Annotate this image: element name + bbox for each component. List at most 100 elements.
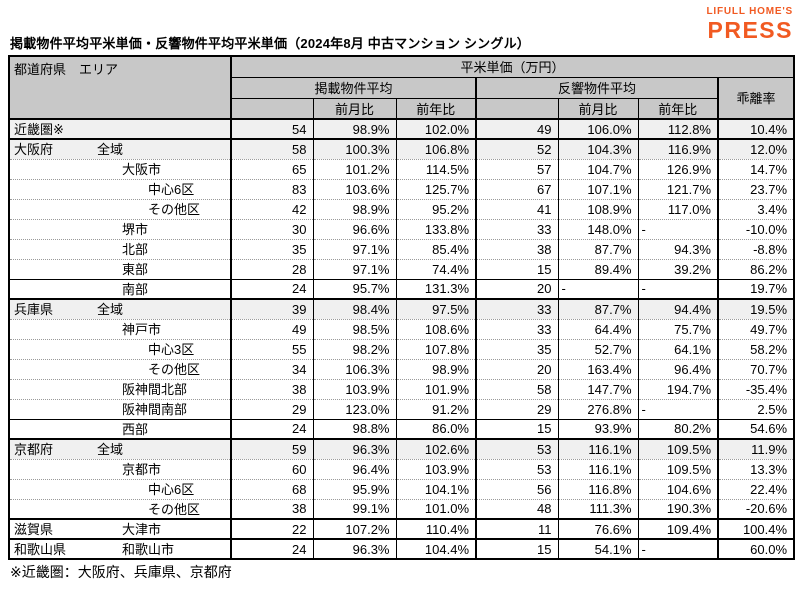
area-label: その他区 (148, 361, 201, 377)
listed-price-cell: 54 (231, 119, 314, 140)
area-label: 北部 (122, 241, 149, 257)
table-row: 京都市 60 96.4% 103.9% 53 116.1% 109.5% 13.3% (9, 459, 795, 480)
inquiry-mom-cell: 54.1% (558, 539, 639, 560)
listed-price-cell: 24 (231, 539, 314, 560)
table-row: 滋賀県 大津市 22 107.2% 110.4% 11 76.6% 109.4% 100.4% (9, 519, 795, 540)
inquiry-yoy-cell: 109.5% (638, 459, 719, 480)
table-row: 大阪府 全域 58 100.3% 106.8% 52 104.3% 116.9% 12.0% (9, 139, 795, 160)
table-row: 京都府 全域 59 96.3% 102.6% 53 116.1% 109.5% 11.9% (9, 439, 795, 460)
inquiry-yoy-cell: 104.6% (638, 479, 719, 500)
listed-price-cell: 60 (231, 459, 314, 480)
area-label: 堺市 (122, 221, 149, 237)
area-label: 大阪市 (122, 161, 162, 177)
inquiry-mom-cell: 76.6% (558, 519, 639, 540)
logo-brand-text: LIFULL HOME'S (706, 6, 793, 17)
listed-yoy-cell: 104.4% (396, 539, 477, 560)
inquiry-yoy-cell: - (638, 279, 719, 300)
divergence-rate-cell: -20.6% (718, 499, 795, 520)
inquiry-yoy-cell: 64.1% (638, 339, 719, 360)
inquiry-mom-cell: 116.1% (558, 439, 639, 460)
listed-price-cell: 30 (231, 219, 314, 240)
table-row: その他区 38 99.1% 101.0% 48 111.3% 190.3% -20.6% (9, 499, 795, 520)
prefecture-label: 和歌山県 (14, 542, 67, 557)
inquiry-yoy-cell: - (638, 219, 719, 240)
listed-mom-cell: 100.3% (313, 139, 397, 160)
listed-price-cell: 29 (231, 399, 314, 420)
table-row: 和歌山県 和歌山市 24 96.3% 104.4% 15 54.1% -60.0% (9, 539, 795, 560)
prefecture-label: 京都府 (14, 442, 54, 457)
listed-mom-cell: 103.6% (313, 179, 397, 200)
listed-price-cell: 59 (231, 439, 314, 460)
listed-mom-cell: 98.4% (313, 299, 397, 320)
divergence-rate-cell: 86.2% (718, 259, 795, 280)
divergence-rate-cell: 3.4% (718, 199, 795, 220)
header-inquiry-mom: 前月比 (557, 97, 639, 120)
inquiry-mom-cell: 104.7% (558, 159, 639, 180)
area-label: 阪神間北部 (122, 381, 188, 397)
prefecture-label: 滋賀県 (14, 522, 54, 537)
inquiry-price-cell: 52 (476, 139, 559, 160)
region-cell: その他区 (9, 499, 232, 520)
region-cell: 阪神間北部 (9, 379, 232, 400)
table-row: 阪神間南部 29 123.0% 91.2% 29 276.8% -2.5% (9, 399, 795, 420)
page-title: 掲載物件平均平米単価・反響物件平均平米単価（2024年8月 中古マンション シン… (10, 36, 530, 51)
region-cell: 北部 (9, 239, 232, 260)
header-region: 都道府県 エリア (8, 55, 232, 120)
region-cell: 中心6区 (9, 479, 232, 500)
table-row: 北部 35 97.1% 85.4% 38 87.7% 94.3% -8.8% (9, 239, 795, 260)
inquiry-mom-cell: 87.7% (558, 299, 639, 320)
region-cell: 堺市 (9, 219, 232, 240)
listed-yoy-cell: 91.2% (396, 399, 477, 420)
inquiry-yoy-cell: 117.0% (638, 199, 719, 220)
inquiry-yoy-cell: 75.7% (638, 319, 719, 340)
header-listed-value-empty (230, 97, 314, 120)
prefecture-label: 兵庫県 (14, 302, 54, 317)
listed-price-cell: 65 (231, 159, 314, 180)
table-body: 近畿圏※ 54 98.9% 102.0% 49 106.0% 112.8% 10.4% 大阪府全… (9, 119, 795, 560)
inquiry-price-cell: 38 (476, 239, 559, 260)
table-row: 中心6区 68 95.9% 104.1% 56 116.8% 104.6% 22.4% (9, 479, 795, 500)
listed-mom-cell: 95.7% (313, 279, 397, 300)
region-cell: 西部 (9, 419, 232, 440)
inquiry-mom-cell: 108.9% (558, 199, 639, 220)
listed-mom-cell: 106.3% (313, 359, 397, 380)
listed-price-cell: 42 (231, 199, 314, 220)
table-header: 都道府県 エリア 平米単価（万円） 掲載物件平均 反響物件平均 乖離率 前月比 … (8, 55, 795, 120)
area-label: その他区 (148, 501, 201, 517)
listed-price-cell: 49 (231, 319, 314, 340)
inquiry-mom-cell: 147.7% (558, 379, 639, 400)
listed-yoy-cell: 98.9% (396, 359, 477, 380)
inquiry-yoy-cell: 126.9% (638, 159, 719, 180)
prefecture-label: 近畿圏※ (14, 122, 64, 137)
listed-price-cell: 55 (231, 339, 314, 360)
prefecture-label: 大阪府 (14, 142, 54, 157)
listed-yoy-cell: 114.5% (396, 159, 477, 180)
divergence-rate-cell: 11.9% (718, 439, 795, 460)
inquiry-price-cell: 48 (476, 499, 559, 520)
area-label: 京都市 (122, 461, 162, 477)
inquiry-mom-cell: 64.4% (558, 319, 639, 340)
listed-yoy-cell: 102.6% (396, 439, 477, 460)
inquiry-mom-cell: 89.4% (558, 259, 639, 280)
listed-mom-cell: 101.2% (313, 159, 397, 180)
inquiry-price-cell: 33 (476, 319, 559, 340)
header-inquiry-value-empty (475, 97, 559, 120)
inquiry-price-cell: 29 (476, 399, 559, 420)
header-inquiry-group: 反響物件平均 (475, 76, 719, 99)
table-row: 阪神間北部 38 103.9% 101.9% 58 147.7% 194.7% -35.4% (9, 379, 795, 400)
listed-mom-cell: 98.5% (313, 319, 397, 340)
header-inquiry-yoy: 前年比 (637, 97, 719, 120)
listed-yoy-cell: 74.4% (396, 259, 477, 280)
divergence-rate-cell: 70.7% (718, 359, 795, 380)
listed-yoy-cell: 110.4% (396, 519, 477, 540)
inquiry-mom-cell: 106.0% (558, 119, 639, 140)
inquiry-price-cell: 53 (476, 459, 559, 480)
listed-price-cell: 68 (231, 479, 314, 500)
area-label: 南部 (122, 281, 149, 297)
inquiry-yoy-cell: 96.4% (638, 359, 719, 380)
inquiry-yoy-cell: 80.2% (638, 419, 719, 440)
header-listed-yoy: 前年比 (395, 97, 477, 120)
area-label: 全域 (97, 142, 124, 157)
inquiry-price-cell: 58 (476, 379, 559, 400)
